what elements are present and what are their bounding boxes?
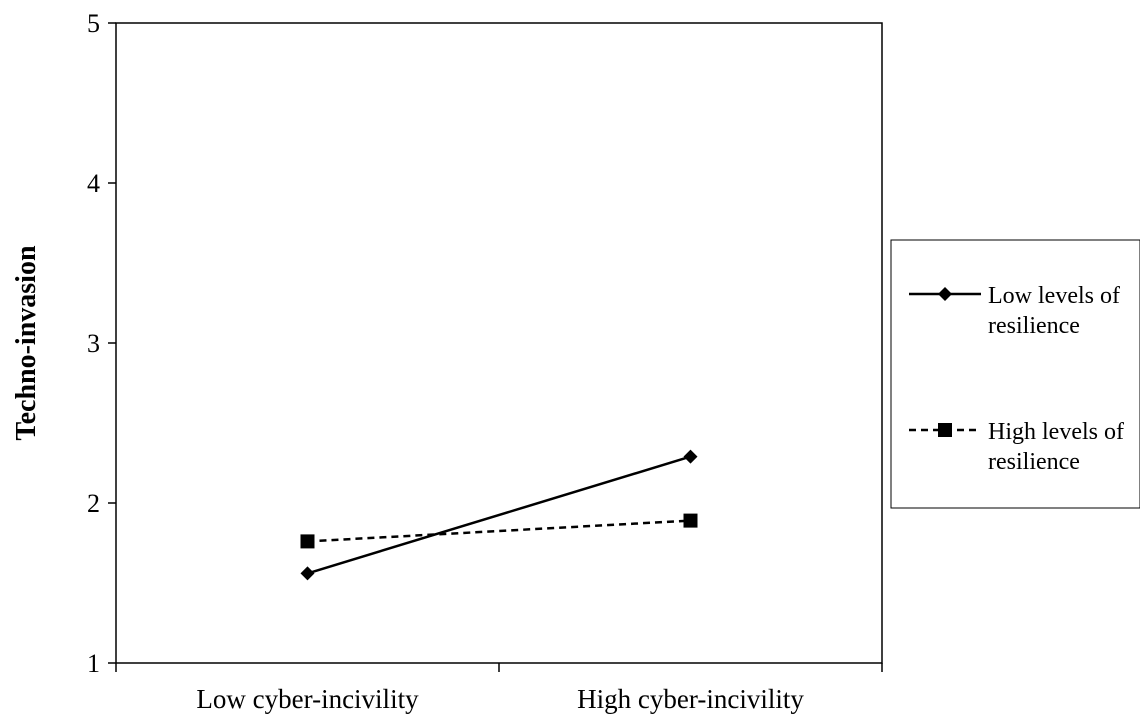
y-axis-label: Techno-invasion	[11, 245, 42, 440]
series-low-resilience	[300, 449, 698, 581]
legend-label: Low levels of	[988, 283, 1120, 309]
y-tick-label: 1	[87, 649, 100, 678]
plot-frame	[115, 22, 883, 664]
y-axis: 1 2 3 4 5 Techno-invasion	[11, 9, 116, 678]
series-line	[307, 455, 691, 575]
x-category-label: High cyber-incivility	[577, 684, 804, 714]
data-point-diamond	[300, 566, 315, 581]
data-point-diamond	[683, 449, 698, 464]
plot-area-border	[115, 22, 883, 664]
legend-box	[890, 239, 1140, 509]
legend: Low levels of resilience High levels of res…	[890, 239, 1140, 509]
legend-label: resilience	[988, 449, 1080, 475]
y-tick-label: 3	[87, 329, 100, 358]
legend-label: resilience	[988, 313, 1080, 339]
series-line	[307, 519, 691, 543]
x-category-label: Low cyber-incivility	[196, 684, 419, 714]
x-axis: Low cyber-incivility High cyber-incivilit…	[115, 663, 883, 714]
legend-square-marker	[938, 423, 952, 437]
series-high-resilience	[300, 513, 698, 549]
legend-diamond-marker	[938, 287, 952, 301]
series-group	[300, 449, 698, 581]
data-point-square	[683, 513, 698, 528]
y-tick-label: 2	[87, 489, 100, 518]
y-tick-label: 5	[87, 9, 100, 38]
y-tick-label: 4	[87, 169, 100, 198]
data-point-square	[300, 534, 315, 549]
legend-label: High levels of	[988, 419, 1124, 445]
